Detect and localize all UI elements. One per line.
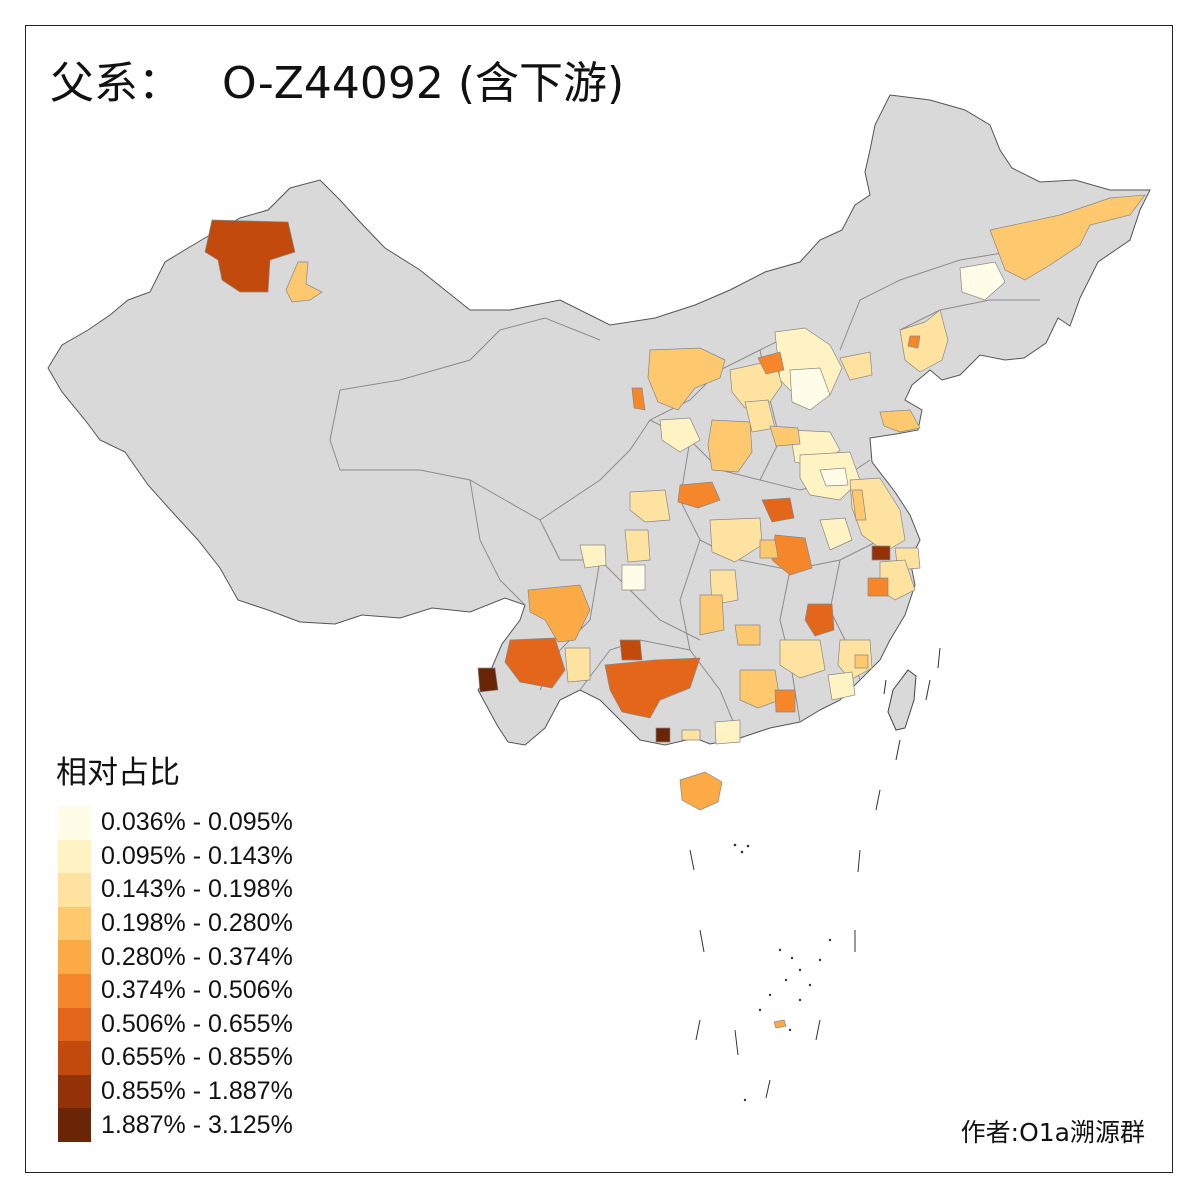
region-jiangxi-a: [804, 603, 835, 637]
region-sichuan-b: [621, 564, 646, 591]
region-guangdong-c: [714, 719, 741, 745]
legend-swatch: [58, 1007, 91, 1042]
region-shaanxi-south: [659, 417, 701, 453]
region-anhui-a: [819, 517, 853, 551]
legend-swatch: [58, 973, 91, 1008]
legend-swatch: [58, 906, 91, 941]
region-dalian: [907, 335, 921, 349]
region-nm-central: [647, 347, 726, 411]
scs-dots: [733, 843, 832, 1102]
legend-swatch: [58, 839, 91, 874]
region-beihai: [655, 727, 671, 743]
legend-row: 0.198% - 0.280%: [58, 906, 293, 941]
region-yunnan-north: [527, 584, 591, 643]
region-xian: [677, 481, 721, 509]
region-fujian-b: [854, 654, 869, 669]
map-title: 父系： O-Z44092 (含下游): [50, 62, 624, 106]
region-zhejiang-b: [867, 577, 889, 597]
region-henan-a: [761, 497, 795, 523]
china-landmass: [47, 94, 1151, 746]
south-china-sea-islands: [689, 647, 941, 1099]
title-prefix: 父系：: [50, 58, 182, 109]
region-hubei-a: [709, 517, 763, 563]
region-hainan: [679, 771, 723, 811]
legend-swatch: [58, 1108, 91, 1142]
region-jiangsu-b: [851, 489, 867, 521]
region-sichuan-a: [624, 529, 651, 563]
region-hunan-b: [734, 624, 761, 646]
region-yunnan-a: [564, 647, 591, 683]
legend-label: 0.855% - 1.887%: [101, 1077, 293, 1106]
region-scs-island: [773, 1019, 787, 1029]
region-hebei-beijing: [789, 367, 831, 411]
legend-swatch: [58, 1074, 91, 1109]
region-dehong: [477, 667, 499, 693]
region-guangdong-a: [739, 669, 781, 709]
region-hubei-c: [759, 539, 779, 559]
legend-label: 0.280% - 0.374%: [101, 942, 293, 971]
region-gansu-south: [629, 489, 671, 523]
legend-row: 0.095% - 0.143%: [58, 839, 293, 874]
region-fills: [204, 194, 1146, 1029]
legend-label: 0.655% - 0.855%: [101, 1043, 293, 1072]
region-liaoning-a: [899, 309, 949, 373]
legend-label: 0.095% - 0.143%: [101, 841, 293, 870]
legend-swatch: [58, 1041, 91, 1075]
legend-row: 0.374% - 0.506%: [58, 973, 293, 1008]
region-jilin-north: [959, 261, 1006, 301]
legend-row: 0.655% - 0.855%: [58, 1041, 293, 1075]
legend-label: 0.143% - 0.198%: [101, 875, 293, 904]
region-guangdong-b: [774, 689, 796, 713]
region-shandong-b: [819, 467, 849, 487]
legend-label: 0.374% - 0.506%: [101, 976, 293, 1005]
legend-row: 1.887% - 3.125%: [58, 1108, 293, 1142]
region-guangxi: [604, 657, 701, 719]
legend-row: 0.036% - 0.095%: [58, 806, 293, 840]
legend-label: 0.506% - 0.655%: [101, 1009, 293, 1038]
legend-swatch: [58, 873, 91, 907]
title-haplogroup: O-Z44092 (含下游): [222, 58, 625, 109]
taiwan-island: [887, 669, 917, 731]
legend-row: 0.143% - 0.198%: [58, 873, 293, 907]
region-heilongjiang: [989, 194, 1146, 281]
region-ningxia: [631, 387, 646, 411]
region-fujian-c: [827, 671, 856, 701]
region-xj-small: [285, 261, 323, 303]
legend-row: 0.280% - 0.374%: [58, 940, 293, 974]
legend: 0.036% - 0.095% 0.095% - 0.143% 0.143% -…: [58, 806, 293, 1142]
region-hunan-a: [699, 594, 725, 636]
legend-swatch: [58, 806, 91, 840]
region-yunnan-west: [504, 637, 566, 689]
region-tianjin: [839, 351, 873, 381]
region-jiangxi-b: [779, 639, 826, 679]
legend-label: 0.198% - 0.280%: [101, 909, 293, 938]
region-guizhou: [619, 639, 643, 661]
region-nanjing: [871, 545, 891, 561]
author-credit: 作者:O1a溯源群: [960, 1118, 1145, 1147]
legend-title: 相对占比: [56, 755, 180, 791]
region-shandong-east: [879, 409, 921, 433]
legend-label: 0.036% - 0.095%: [101, 808, 293, 837]
region-tibet-edge: [579, 544, 607, 569]
legend-row: 0.855% - 1.887%: [58, 1074, 293, 1109]
region-henan-c: [769, 425, 801, 447]
legend-swatch: [58, 940, 91, 974]
region-guangxi-south: [681, 729, 701, 741]
region-jiangsu-a: [849, 477, 906, 553]
region-altay: [204, 219, 296, 293]
legend-row: 0.506% - 0.655%: [58, 1007, 293, 1042]
legend-label: 1.887% - 3.125%: [101, 1110, 293, 1139]
region-datong: [757, 351, 785, 375]
